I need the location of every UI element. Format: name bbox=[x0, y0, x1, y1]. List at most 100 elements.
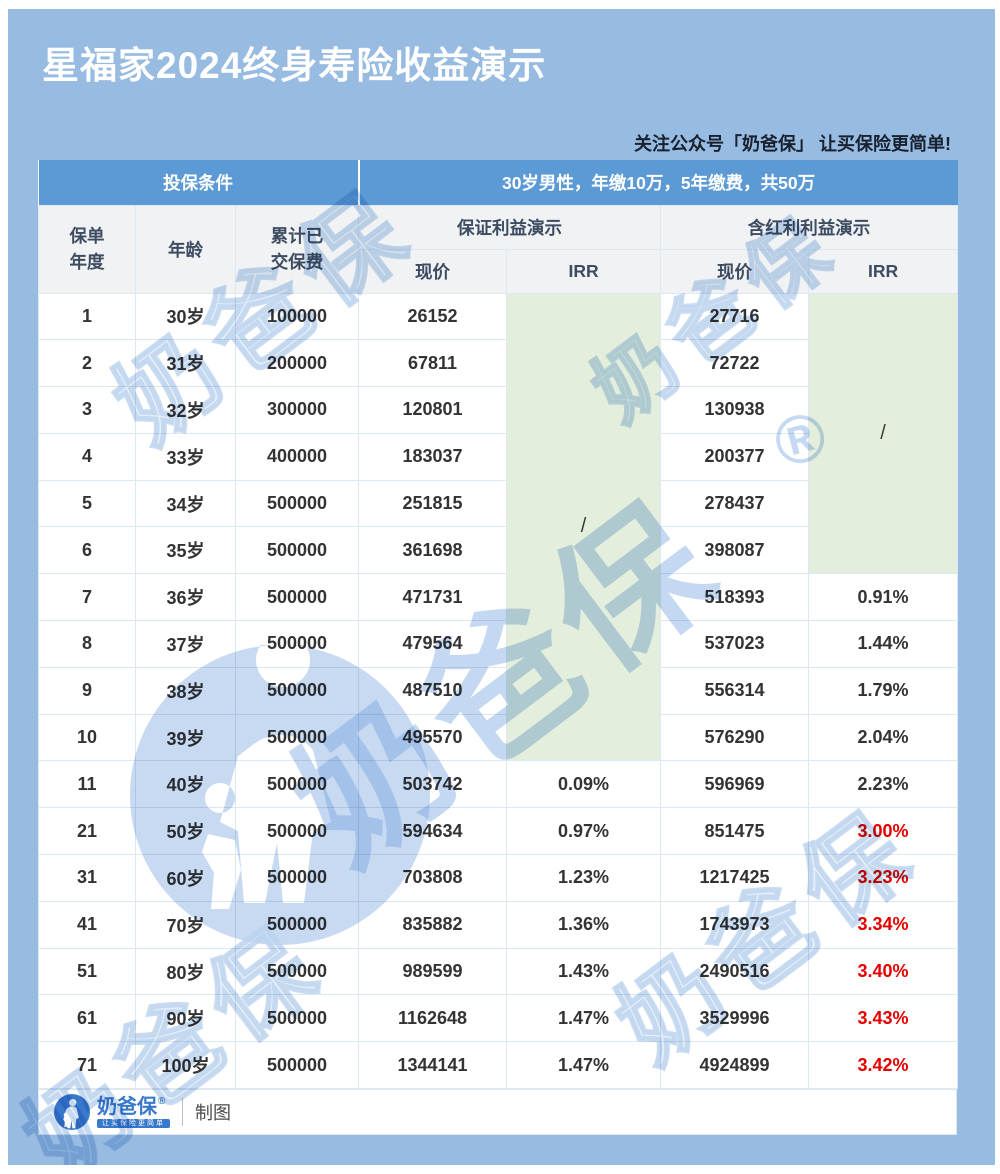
cell-dividend-cash-value: 200377 bbox=[660, 432, 810, 481]
cell-guaranteed-irr: 0.09% bbox=[506, 760, 662, 809]
cell-dividend-cash-value: 1217425 bbox=[660, 854, 810, 902]
cell-guaranteed-cash-value: 989599 bbox=[358, 947, 508, 996]
header-policy-summary: 30岁男性，年缴10万，5年缴费，共50万 bbox=[358, 160, 958, 205]
table-row: 61 90岁 500000 1162648 1.47% 3529996 3.43% bbox=[38, 994, 959, 1043]
table-row: 31 60岁 500000 703808 1.23% 1217425 3.23% bbox=[38, 854, 959, 902]
table-row: 5 34岁 500000 251815 278437 bbox=[38, 479, 958, 528]
cell-guaranteed-cash-value: 1162648 bbox=[358, 994, 508, 1043]
table-row: 9 38岁 500000 487510 556314 1.79% bbox=[38, 666, 959, 715]
cell-dividend-cash-value: 851475 bbox=[660, 807, 810, 856]
cell-premium-paid: 500000 bbox=[234, 1041, 360, 1090]
cell-premium-paid: 500000 bbox=[234, 526, 360, 575]
header-row-subcolumns: 现价 IRR 现价 IRR bbox=[39, 248, 959, 294]
table-row: 21 50岁 500000 594634 0.97% 851475 3.00% bbox=[38, 807, 959, 856]
cell-guaranteed-irr: 1.47% bbox=[506, 1041, 662, 1090]
cell-age: 34岁 bbox=[135, 479, 236, 528]
cell-guaranteed-cash-value: 703808 bbox=[358, 854, 508, 902]
cell-dividend-irr: 0.91% bbox=[808, 573, 959, 622]
brand-logo-icon bbox=[54, 1094, 90, 1131]
cell-guaranteed-cash-value: 1344141 bbox=[358, 1041, 508, 1090]
cell-policy-year: 4 bbox=[38, 432, 136, 481]
cell-age: 80岁 bbox=[135, 947, 236, 996]
footer-bar: 奶爸保 ® 让买保险更简单 制图 bbox=[38, 1089, 957, 1136]
cell-age: 31岁 bbox=[135, 339, 236, 388]
cell-premium-paid: 500000 bbox=[234, 760, 360, 809]
cell-policy-year: 61 bbox=[38, 994, 136, 1043]
cell-age: 33岁 bbox=[135, 432, 236, 481]
cell-age: 40岁 bbox=[135, 760, 236, 809]
cell-policy-year: 2 bbox=[38, 339, 136, 388]
cell-age: 39岁 bbox=[135, 713, 236, 762]
cell-dividend-cash-value: 4924899 bbox=[660, 1041, 810, 1090]
col-policy-year: 保单 年度 bbox=[38, 204, 136, 294]
cell-policy-year: 31 bbox=[38, 854, 136, 902]
cell-policy-year: 5 bbox=[38, 479, 136, 528]
table-row: 1 30岁 100000 26152/27716/ bbox=[38, 292, 959, 762]
cell-dividend-cash-value: 518393 bbox=[660, 573, 810, 622]
cell-dividend-cash-value: 1743973 bbox=[660, 900, 810, 949]
benefit-table-sheet: 投保条件 30岁男性，年缴10万，5年缴费，共50万 保单 年度 年龄 累计已 … bbox=[38, 160, 959, 1136]
cell-dividend-cash-value: 398087 bbox=[660, 526, 810, 575]
cell-dividend-irr: 1.79% bbox=[808, 666, 959, 715]
col-age: 年龄 bbox=[135, 204, 236, 294]
cell-premium-paid: 500000 bbox=[234, 713, 360, 762]
cell-age: 60岁 bbox=[135, 854, 236, 902]
cell-policy-year: 41 bbox=[38, 900, 136, 949]
cell-policy-year: 51 bbox=[38, 947, 136, 996]
cell-age: 30岁 bbox=[135, 292, 236, 341]
cell-guaranteed-cash-value: 471731 bbox=[358, 573, 508, 622]
brand-name: 奶爸保 bbox=[97, 1095, 157, 1118]
cell-dividend-cash-value: 278437 bbox=[660, 479, 810, 528]
col-guaranteed-cash-value: 现价 bbox=[358, 248, 508, 294]
cell-dividend-cash-value: 576290 bbox=[660, 713, 810, 762]
cell-dividend-irr: 3.00% bbox=[808, 807, 959, 856]
benefit-table: 投保条件 30岁男性，年缴10万，5年缴费，共50万 保单 年度 年龄 累计已 … bbox=[38, 160, 959, 1090]
cell-guaranteed-cash-value: 361698 bbox=[358, 526, 508, 575]
cell-dividend-cash-value: 596969 bbox=[660, 760, 810, 809]
table-row: 8 37岁 500000 479564 537023 1.44% bbox=[38, 620, 959, 668]
cell-guaranteed-irr: 0.97% bbox=[506, 807, 662, 856]
table-row: 11 40岁 500000 503742 0.09% 596969 2.23% bbox=[38, 760, 959, 809]
cell-age: 100岁 bbox=[135, 1041, 236, 1090]
cell-guaranteed-cash-value: 495570 bbox=[358, 713, 508, 762]
cell-guaranteed-cash-value: 479564 bbox=[358, 620, 508, 668]
cell-dividend-cash-value: 130938 bbox=[660, 386, 810, 434]
table-row: 51 80岁 500000 989599 1.43% 2490516 3.40% bbox=[38, 947, 959, 996]
cell-age: 90岁 bbox=[135, 994, 236, 1043]
cell-guaranteed-cash-value: 503742 bbox=[358, 760, 508, 809]
cell-policy-year: 10 bbox=[38, 713, 136, 762]
cell-guaranteed-cash-value: 120801 bbox=[358, 386, 508, 434]
cell-dividend-irr-merged: / bbox=[808, 292, 959, 575]
cell-guaranteed-cash-value: 487510 bbox=[358, 666, 508, 715]
cell-dividend-irr: 2.04% bbox=[808, 713, 959, 762]
cell-premium-paid: 500000 bbox=[234, 900, 360, 949]
cell-age: 38岁 bbox=[135, 666, 236, 715]
blue-panel: 星福家2024终身寿险收益演示 关注公众号「奶爸保」 让买保险更简单! 投保条件… bbox=[8, 9, 995, 1165]
cell-premium-paid: 500000 bbox=[234, 620, 360, 668]
table-row: 4 33岁 400000 183037 200377 bbox=[38, 432, 958, 481]
cell-policy-year: 1 bbox=[38, 292, 136, 341]
cell-premium-paid: 500000 bbox=[234, 854, 360, 902]
cell-dividend-cash-value: 556314 bbox=[660, 666, 810, 715]
brand-block: 奶爸保 ® 让买保险更简单 bbox=[97, 1095, 170, 1128]
cell-dividend-irr: 2.23% bbox=[808, 760, 959, 809]
cell-dividend-irr: 3.43% bbox=[808, 994, 959, 1043]
table-row: 71 100岁 500000 1344141 1.47% 4924899 3.42% bbox=[38, 1041, 959, 1090]
brand-tagline: 让买保险更简单 bbox=[97, 1118, 170, 1128]
cell-dividend-cash-value: 3529996 bbox=[660, 994, 810, 1043]
cell-premium-paid: 500000 bbox=[234, 573, 360, 622]
cell-age: 35岁 bbox=[135, 526, 236, 575]
cell-guaranteed-irr: 1.23% bbox=[506, 854, 662, 902]
table-row: 41 70岁 500000 835882 1.36% 1743973 3.34% bbox=[38, 900, 959, 949]
cell-guaranteed-cash-value: 594634 bbox=[358, 807, 508, 856]
cell-policy-year: 8 bbox=[38, 620, 136, 668]
col-guaranteed-irr: IRR bbox=[506, 248, 662, 294]
cell-premium-paid: 500000 bbox=[234, 947, 360, 996]
cell-age: 36岁 bbox=[135, 573, 236, 622]
table-body: 1 30岁 100000 26152/27716/2 31岁 200000 67811 727… bbox=[38, 292, 959, 1090]
cell-guaranteed-cash-value: 835882 bbox=[358, 900, 508, 949]
cell-premium-paid: 200000 bbox=[234, 339, 360, 388]
cell-guaranteed-cash-value: 26152 bbox=[358, 292, 508, 341]
cell-policy-year: 6 bbox=[38, 526, 136, 575]
